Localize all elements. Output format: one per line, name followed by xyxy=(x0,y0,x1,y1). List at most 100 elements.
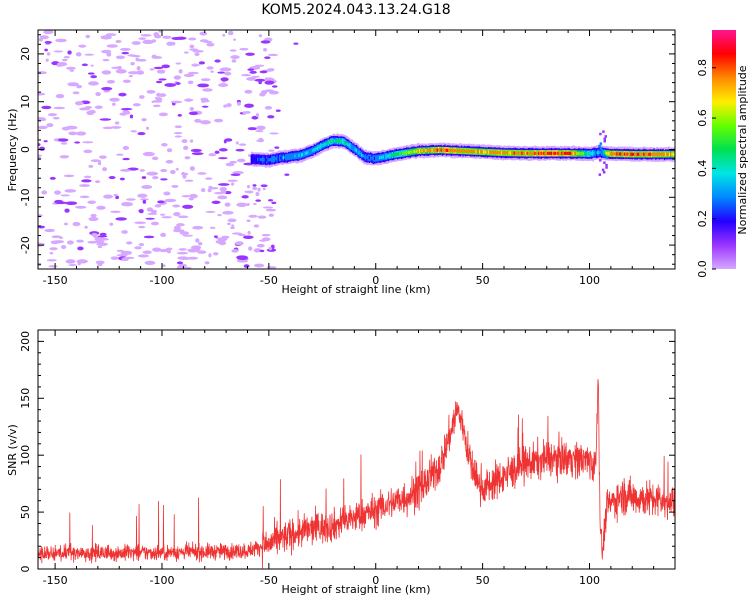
ridge-cell xyxy=(599,132,602,136)
ridge-cell xyxy=(497,150,500,155)
noise-blob xyxy=(245,52,255,56)
ridge-cell xyxy=(567,151,570,155)
noise-blob xyxy=(108,176,116,180)
noise-blob xyxy=(46,123,54,128)
noise-blob xyxy=(82,141,94,144)
noise-blob xyxy=(209,226,216,229)
ridge-cell xyxy=(600,147,603,150)
ridge-cell xyxy=(377,156,380,160)
noise-blob xyxy=(160,213,166,216)
noise-blob xyxy=(160,232,167,237)
noise-blob xyxy=(144,260,156,266)
noise-blob xyxy=(254,263,265,268)
ridge-cell xyxy=(385,154,388,159)
noise-blob xyxy=(201,105,209,108)
ridge-cell xyxy=(511,151,514,155)
noise-blob xyxy=(39,146,46,151)
noise-blob xyxy=(262,187,266,191)
noise-blob xyxy=(244,190,249,193)
noise-blob xyxy=(246,202,250,206)
noise-blob xyxy=(235,141,239,145)
noise-blob xyxy=(189,44,195,49)
noise-blob xyxy=(160,169,168,173)
noise-blob xyxy=(115,69,127,74)
noise-blob xyxy=(176,223,185,227)
spectrogram-ytick-label: 20 xyxy=(19,47,32,61)
ridge-cell xyxy=(517,151,520,155)
noise-blob xyxy=(223,104,227,108)
noise-blob xyxy=(166,148,173,153)
noise-blob xyxy=(137,132,146,136)
noise-blob xyxy=(267,53,279,57)
ridge-cell xyxy=(658,152,661,156)
noise-blob xyxy=(53,190,62,195)
ridge-cell xyxy=(608,152,611,156)
ridge-cell xyxy=(638,152,641,156)
noise-blob xyxy=(198,61,206,65)
ridge-cell xyxy=(491,150,495,154)
ridge-cell xyxy=(613,152,616,156)
snr-ylabel: SNR (v/v) xyxy=(6,424,19,476)
ridge-cell xyxy=(387,154,391,158)
noise-blob xyxy=(106,44,118,48)
noise-blob xyxy=(191,63,199,67)
noise-blob xyxy=(268,213,274,217)
ridge-cell xyxy=(477,150,480,154)
ridge-cell xyxy=(416,149,419,153)
noise-blob xyxy=(109,222,114,226)
noise-blob xyxy=(97,263,103,267)
ridge-cell xyxy=(420,149,423,153)
noise-blob xyxy=(170,100,183,104)
noise-blob xyxy=(69,69,75,72)
ridge-cell xyxy=(636,152,640,156)
ridge-cell xyxy=(493,150,496,155)
ridge-cell xyxy=(463,149,466,153)
snr-xtick-label: 0 xyxy=(372,574,379,587)
noise-blob xyxy=(44,40,52,44)
ridge-cell xyxy=(422,149,425,153)
noise-blob xyxy=(203,40,213,44)
noise-blob xyxy=(146,171,159,176)
noise-blob xyxy=(96,242,109,247)
noise-blob xyxy=(43,140,48,143)
ridge-cell xyxy=(643,152,646,156)
spectrogram-ytick-label: 0 xyxy=(19,146,32,153)
ridge-cell xyxy=(630,152,633,156)
noise-blob xyxy=(172,204,181,208)
ridge-cell xyxy=(532,151,536,155)
ridge-cell xyxy=(358,151,361,155)
noise-blob xyxy=(210,70,214,73)
snr-ytick-label: 100 xyxy=(19,445,32,466)
ridge-cell xyxy=(589,152,592,156)
noise-blob xyxy=(161,64,170,69)
noise-blob xyxy=(265,208,277,212)
noise-blob xyxy=(200,78,211,82)
ridge-cell xyxy=(461,149,464,153)
noise-blob xyxy=(115,195,120,200)
ridge-cell xyxy=(444,148,447,152)
ridge-cell xyxy=(595,151,598,155)
noise-blob xyxy=(136,70,145,75)
noise-blob xyxy=(78,44,87,48)
ridge-cell xyxy=(467,149,470,153)
noise-blob xyxy=(258,80,262,85)
noise-blob xyxy=(175,36,187,40)
noise-blob xyxy=(264,77,269,82)
ridge-cell xyxy=(648,152,651,156)
noise-blob xyxy=(79,107,91,111)
noise-blob xyxy=(161,142,168,147)
ridge-cell xyxy=(541,151,545,155)
ridge-cell xyxy=(254,157,257,161)
noise-blob xyxy=(184,156,191,160)
noise-blob xyxy=(224,202,231,207)
snr-xtick-label: -50 xyxy=(260,574,278,587)
noise-blob xyxy=(196,250,207,254)
ridge-cell xyxy=(605,163,608,167)
noise-blob xyxy=(61,58,68,62)
snr-line xyxy=(38,379,675,569)
ridge-cell xyxy=(423,149,427,153)
noise-blob xyxy=(54,199,64,204)
ridge-cell xyxy=(345,141,348,145)
ridge-cell xyxy=(382,155,386,159)
noise-blob xyxy=(110,256,119,260)
